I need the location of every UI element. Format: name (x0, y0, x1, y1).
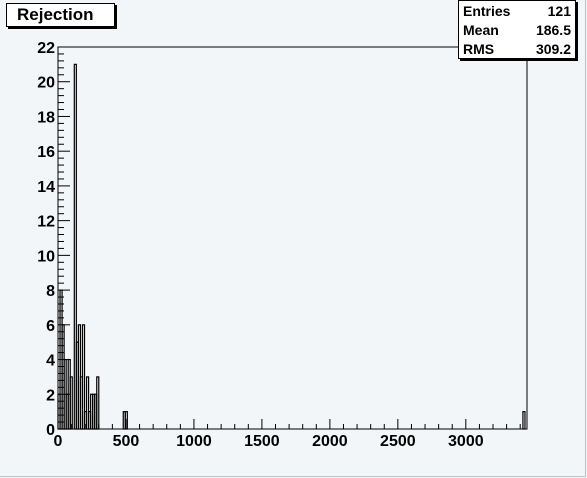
x-tick-label: 3000 (448, 433, 484, 450)
histogram-bins (57, 63, 526, 430)
stat-value-mean: 186.5 (535, 22, 571, 38)
plot-frame (57, 46, 528, 430)
histogram-bin (522, 411, 526, 430)
y-tick-label: 20 (37, 75, 55, 92)
stat-label-rms: RMS (463, 41, 495, 57)
histogram-bin (81, 324, 86, 430)
histogram-title: Rejection (6, 3, 115, 27)
histogram-bin (96, 376, 100, 430)
y-tick-label: 4 (46, 353, 55, 370)
axes: 0 500 1000 1500 2000 2500 3000 0 2 4 6 8 10 12 14 16 18 2… (37, 40, 521, 450)
histogram-bin (69, 376, 73, 430)
stat-value-rms: 309.2 (535, 41, 571, 57)
y-tick-label: 2 (46, 387, 55, 404)
stat-row-mean: Mean 186.5 (463, 21, 571, 40)
stat-label-entries: Entries (463, 3, 511, 19)
y-tick-label: 10 (37, 248, 55, 265)
stat-label-mean: Mean (463, 22, 499, 38)
histogram-bin (73, 63, 77, 430)
stat-row-rms: RMS 309.2 (463, 40, 571, 59)
x-tick-label: 2500 (380, 433, 416, 450)
y-tick-label: 16 (37, 144, 55, 161)
y-tick-label: 6 (46, 318, 55, 335)
y-tick-label: 14 (37, 179, 55, 196)
histogram-bin (85, 376, 90, 430)
x-tick-label: 2000 (312, 433, 348, 450)
stats-box: Entries 121 Mean 186.5 RMS 309.2 (458, 0, 576, 59)
y-tick-label: 18 (37, 109, 55, 126)
y-tick-label: 12 (37, 214, 55, 231)
histogram-title-text: Rejection (17, 5, 94, 24)
x-tick-label: 0 (54, 433, 63, 450)
x-tick-label: 1500 (244, 433, 280, 450)
x-tick-label: 1000 (176, 433, 212, 450)
y-tick-label: 0 (46, 422, 55, 439)
y-tick-label: 8 (46, 283, 55, 300)
stat-value-entries: 121 (547, 3, 571, 19)
stat-row-entries: Entries 121 (463, 2, 571, 21)
y-tick-label: 22 (37, 40, 55, 57)
x-tick-label: 500 (113, 433, 140, 450)
